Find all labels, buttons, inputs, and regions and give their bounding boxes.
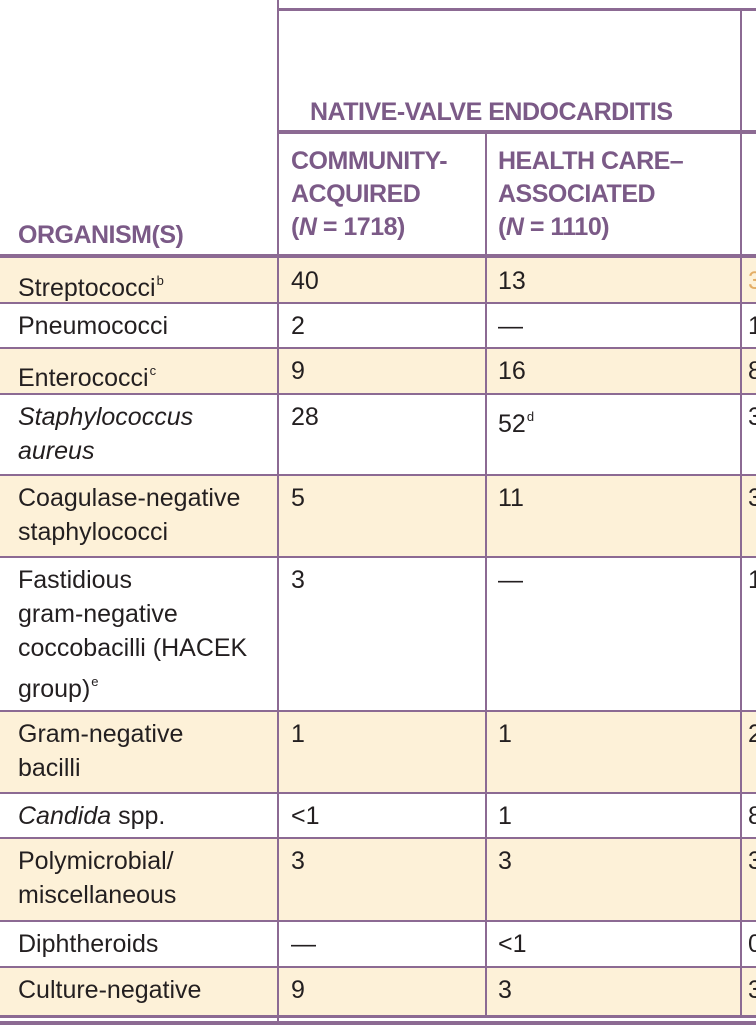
cutoff-column-glyph: 1 bbox=[748, 312, 756, 340]
community-cell: — bbox=[291, 930, 316, 958]
community-cell: 9 bbox=[291, 976, 305, 1004]
cutoff-column-glyph: 8 bbox=[748, 357, 756, 385]
col-header-health-line2: ASSOCIATED bbox=[498, 180, 656, 208]
col-header-health-n: (N = 1110) bbox=[498, 213, 610, 241]
organism-cell: Staphylococcus aureus bbox=[18, 403, 194, 465]
group-rule bbox=[278, 130, 756, 134]
col-header-community-line1: COMMUNITY- bbox=[291, 147, 448, 175]
community-cell: <1 bbox=[291, 802, 320, 830]
top-rule bbox=[278, 8, 756, 11]
health-cell: — bbox=[498, 312, 523, 340]
table-row bbox=[0, 475, 756, 557]
row-rule bbox=[0, 474, 756, 476]
row-rule bbox=[0, 966, 756, 968]
organism-cell: Streptococcib bbox=[18, 273, 164, 302]
cutoff-column-glyph: 3 bbox=[748, 847, 756, 875]
row-rule bbox=[0, 347, 756, 349]
community-cell: 40 bbox=[291, 267, 319, 295]
health-cell: 11 bbox=[498, 484, 524, 512]
health-cell: 3 bbox=[498, 976, 512, 1004]
row-rule bbox=[0, 920, 756, 922]
table-row bbox=[0, 258, 756, 303]
row-rule bbox=[0, 710, 756, 712]
col-header-community-n: (N = 1718) bbox=[291, 213, 405, 241]
health-cell: <1 bbox=[498, 930, 527, 958]
health-cell: 16 bbox=[498, 357, 526, 385]
cutoff-column-glyph: 3 bbox=[748, 484, 756, 512]
row-rule bbox=[0, 837, 756, 839]
organism-cell: Culture-negative bbox=[18, 976, 202, 1004]
health-cell: 3 bbox=[498, 847, 512, 875]
table-row bbox=[0, 967, 756, 1016]
organism-cell: Gram-negative bacilli bbox=[18, 720, 184, 782]
row-rule bbox=[0, 792, 756, 794]
column-divider bbox=[740, 11, 742, 1016]
organism-cell: Candida spp. bbox=[18, 802, 166, 830]
cutoff-column-glyph: 3 bbox=[748, 403, 756, 431]
col-header-health: HEALTH CARE– ASSOCIATED (N = 1110) bbox=[498, 145, 684, 244]
cutoff-column-glyph: 3 bbox=[748, 976, 756, 1004]
health-cell: 1 bbox=[498, 720, 512, 748]
community-cell: 28 bbox=[291, 403, 319, 431]
organism-cell: Diphtheroids bbox=[18, 930, 159, 958]
cutoff-column-glyph: 1 bbox=[748, 566, 756, 594]
col-header-community: COMMUNITY- ACQUIRED (N = 1718) bbox=[291, 145, 448, 244]
community-cell: 3 bbox=[291, 566, 305, 594]
health-cell: — bbox=[498, 566, 523, 594]
community-cell: 9 bbox=[291, 357, 305, 385]
organism-cell: Enterococcic bbox=[18, 363, 157, 392]
community-cell: 2 bbox=[291, 312, 305, 340]
community-cell: 3 bbox=[291, 847, 305, 875]
column-divider bbox=[277, 0, 279, 1025]
header-rule bbox=[0, 254, 756, 258]
col-header-health-line1: HEALTH CARE– bbox=[498, 147, 684, 175]
health-cell: 52d bbox=[498, 409, 535, 438]
bottom-rule bbox=[0, 1021, 756, 1025]
community-cell: 5 bbox=[291, 484, 305, 512]
organism-cell: Fastidious gram-negative coccobacilli (H… bbox=[18, 566, 248, 703]
cutoff-column-glyph: 3 bbox=[748, 267, 756, 295]
table-row bbox=[0, 348, 756, 394]
table-row bbox=[0, 838, 756, 921]
health-cell: 13 bbox=[498, 267, 526, 295]
bottom-rule bbox=[0, 1015, 756, 1018]
row-rule bbox=[0, 302, 756, 304]
column-divider bbox=[485, 134, 487, 1016]
organism-cell: Coagulase-negative staphylococci bbox=[18, 484, 241, 546]
community-cell: 1 bbox=[291, 720, 305, 748]
row-rule bbox=[0, 556, 756, 558]
cutoff-column-glyph: 8 bbox=[748, 802, 756, 830]
col-header-organism: ORGANISM(S) bbox=[18, 221, 184, 249]
group-title: NATIVE-VALVE ENDOCARDITIS bbox=[310, 98, 673, 126]
row-rule bbox=[0, 393, 756, 395]
health-cell: 1 bbox=[498, 802, 512, 830]
cutoff-column-glyph: 2 bbox=[748, 720, 756, 748]
organism-cell: Pneumococci bbox=[18, 312, 169, 340]
cutoff-column-glyph: 0 bbox=[748, 930, 756, 958]
table-row bbox=[0, 711, 756, 793]
col-header-community-line2: ACQUIRED bbox=[291, 180, 421, 208]
organism-cell: Polymicrobial/miscellaneous bbox=[18, 847, 177, 909]
